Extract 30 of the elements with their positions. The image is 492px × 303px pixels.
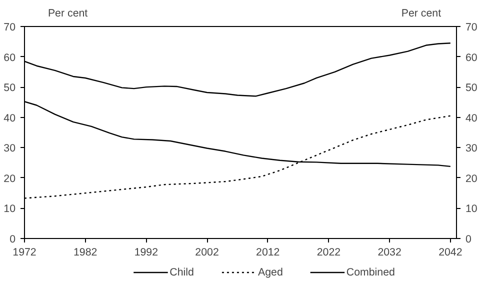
y-tick-label: 70 bbox=[4, 22, 16, 34]
x-tick-label: 2022 bbox=[316, 246, 341, 258]
y2-tick-label: 10 bbox=[466, 203, 478, 216]
y-tick-label: 30 bbox=[4, 142, 16, 155]
x-tick-label: 1972 bbox=[12, 246, 36, 258]
y2-tick-label: 60 bbox=[466, 52, 478, 64]
y-axis-title: Per cent bbox=[48, 8, 88, 20]
line-series bbox=[24, 42, 452, 97]
y2-tick-label: 0 bbox=[466, 234, 472, 246]
y2-axis-title: Per cent bbox=[401, 8, 442, 20]
x-tick-label: 2042 bbox=[438, 246, 462, 258]
y-tick-label: 10 bbox=[4, 203, 16, 216]
legend-label: Aged bbox=[258, 266, 283, 278]
y2-tick-label: 50 bbox=[466, 82, 478, 94]
x-tick-label: 2032 bbox=[378, 246, 402, 258]
legend-label: Combined bbox=[346, 266, 396, 278]
y-tick-label: 0 bbox=[10, 234, 16, 246]
y2-tick-label: 70 bbox=[466, 22, 478, 34]
legend-label: Child bbox=[170, 266, 194, 278]
y-tick-label: 50 bbox=[4, 82, 16, 94]
x-tick-label: 1982 bbox=[73, 246, 98, 258]
y2-tick-label: 30 bbox=[466, 142, 478, 155]
y-tick-label: 60 bbox=[4, 52, 16, 64]
y-tick-label: 20 bbox=[4, 172, 16, 185]
y2-tick-label: 40 bbox=[466, 112, 478, 124]
y2-tick-label: 20 bbox=[466, 172, 478, 185]
x-tick-label: 1992 bbox=[134, 246, 158, 258]
x-tick-label: 2012 bbox=[256, 246, 280, 258]
y-tick-label: 40 bbox=[4, 112, 16, 124]
x-tick-label: 2002 bbox=[195, 246, 219, 258]
